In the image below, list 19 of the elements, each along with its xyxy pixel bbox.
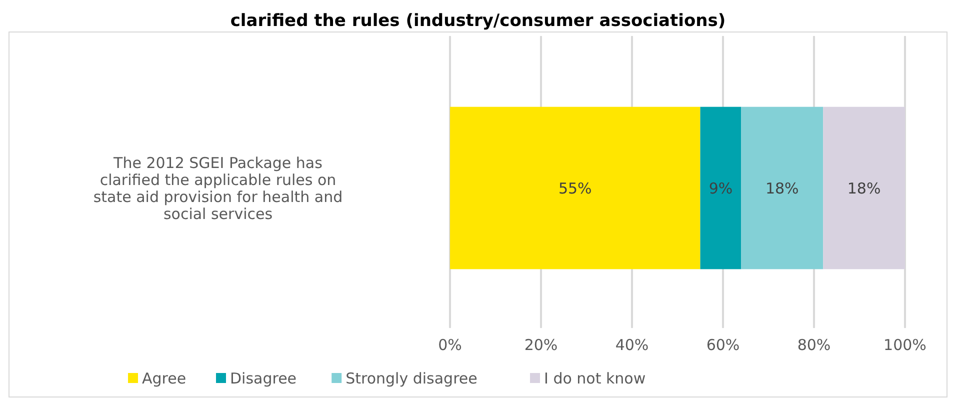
bar xyxy=(741,106,824,270)
chart-title: clarified the rules (industry/consumer associations) xyxy=(230,11,726,31)
x-tick-label: 0% xyxy=(438,336,462,354)
bar xyxy=(450,106,700,270)
x-tick-label: 80% xyxy=(797,336,831,354)
legend-label: I do not know xyxy=(544,369,646,388)
legend-label: Disagree xyxy=(230,369,297,388)
data-label: 18% xyxy=(765,179,799,198)
legend-label: Strongly disagree xyxy=(346,369,478,388)
x-tick-label: 100% xyxy=(884,336,926,354)
x-tick-label: 20% xyxy=(524,336,558,354)
bar xyxy=(700,106,742,270)
legend-label: Agree xyxy=(142,369,186,388)
data-label: 9% xyxy=(708,179,733,198)
data-label: 55% xyxy=(558,179,592,198)
data-label: 18% xyxy=(847,179,881,198)
y-tick-label: The 2012 SGEI Package has clarified the applicable rules on state aid provision for health and social services xyxy=(93,154,343,223)
x-tick-label: 60% xyxy=(706,336,740,354)
x-tick-label: 40% xyxy=(615,336,649,354)
